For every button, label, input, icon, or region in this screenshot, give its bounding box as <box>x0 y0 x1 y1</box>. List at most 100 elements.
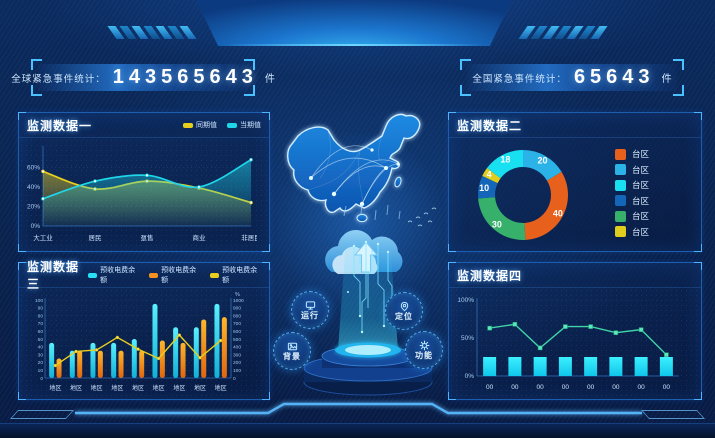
footer-ornament-left <box>9 410 75 419</box>
svg-text:20%: 20% <box>27 204 40 211</box>
footer-tech-line <box>75 402 642 415</box>
svg-text:30: 30 <box>492 220 502 230</box>
legend-label: 预收电费余额 <box>161 267 197 284</box>
gear-icon <box>419 340 429 351</box>
svg-text:地区: 地区 <box>194 384 206 392</box>
legend-label: 台区 <box>632 211 650 222</box>
svg-text:400: 400 <box>233 345 241 351</box>
svg-text:60: 60 <box>38 329 44 335</box>
svg-text:80: 80 <box>38 313 44 319</box>
legend-label: 台区 <box>632 164 650 175</box>
national-emergency-counter: 全国紧急事件统计： 65643 件 <box>460 59 684 96</box>
donut-chart: 20 40 30 10 4 18 <box>478 150 568 240</box>
global-emergency-counter: 全球紧急事件统计： 143565643 件 <box>11 59 275 96</box>
bird-flock <box>407 207 437 227</box>
svg-text:300: 300 <box>233 352 241 358</box>
legend-item: 当期值 <box>227 120 261 130</box>
svg-text:18: 18 <box>500 155 510 165</box>
svg-text:20: 20 <box>537 156 547 166</box>
svg-text:00: 00 <box>663 384 671 391</box>
legend-label: 台区 <box>632 226 650 237</box>
line-chart-container: 0% 50% 100% 00 00 00 00 00 00 00 00 <box>449 288 701 399</box>
area-chart-container: 0% 20% 40% 60% 大工业 居民 趸售 商业 非居民 <box>19 138 269 251</box>
svg-text:地区: 地区 <box>70 384 82 392</box>
svg-text:00: 00 <box>612 384 620 391</box>
panel-title: 监测数据三 <box>27 260 80 291</box>
svg-text:200: 200 <box>233 360 241 366</box>
svg-text:00: 00 <box>486 384 494 391</box>
svg-text:趸售: 趸售 <box>141 233 154 242</box>
fn-label: 运行 <box>301 311 319 320</box>
legend-item: 台区 <box>615 226 649 238</box>
connection-arcs <box>310 145 399 205</box>
fn-label: 背景 <box>283 352 301 361</box>
svg-text:70: 70 <box>38 321 44 327</box>
svg-text:600: 600 <box>233 329 241 335</box>
svg-text:大工业: 大工业 <box>33 233 53 242</box>
panel-title: 监测数据二 <box>457 118 523 133</box>
svg-text:地区: 地区 <box>173 384 185 392</box>
svg-text:00: 00 <box>562 384 570 391</box>
function-button[interactable]: 功能 <box>405 331 443 369</box>
footer-ornament-right <box>640 410 706 419</box>
svg-text:10: 10 <box>479 183 489 193</box>
svg-text:地区: 地区 <box>91 384 103 392</box>
data-streaks <box>343 203 437 227</box>
legend-swatch <box>148 272 159 278</box>
footer-band <box>0 423 715 438</box>
legend-swatch <box>615 148 626 160</box>
svg-text:50: 50 <box>38 337 44 343</box>
monitor-icon <box>305 301 315 310</box>
panel-monitor-data-1: 监测数据一 同期值 当期值 0% 20% 40% 60% 大工业 居民 趸售 商业 非居民 <box>18 112 270 252</box>
svg-text:地区: 地区 <box>215 384 227 392</box>
panel-title: 监测数据四 <box>457 268 523 283</box>
circuit-lines <box>353 242 393 332</box>
china-map <box>287 113 421 223</box>
background-button[interactable]: 背景 <box>273 332 311 370</box>
svg-text:00: 00 <box>537 384 545 391</box>
svg-text:4: 4 <box>487 170 492 180</box>
panel-monitor-data-2: 监测数据二 20 40 30 10 4 18 台区 台区 台区 台区 台区 台区 <box>448 112 702 252</box>
run-button[interactable]: 运行 <box>291 291 329 329</box>
svg-text:60%: 60% <box>27 165 40 172</box>
svg-text:100: 100 <box>35 298 43 304</box>
legend-item: 预收电费余额 <box>87 265 139 285</box>
svg-text:20: 20 <box>38 360 44 366</box>
bar-line-chart: 0102030405060708090100010020030040050060… <box>35 292 244 392</box>
locate-button[interactable]: 定位 <box>385 292 423 330</box>
map-nodes <box>309 148 400 207</box>
svg-text:地区: 地区 <box>49 384 61 392</box>
fn-label: 定位 <box>395 312 413 321</box>
counter-label: 全球紧急事件统计： <box>11 73 106 85</box>
svg-text:00: 00 <box>587 384 595 391</box>
svg-text:100: 100 <box>233 368 241 374</box>
legend-label: 台区 <box>632 180 650 191</box>
svg-text:0: 0 <box>40 376 43 382</box>
header-stripes-left <box>107 26 197 39</box>
legend-swatch <box>615 210 626 222</box>
header-banner <box>196 0 512 46</box>
legend-swatch <box>227 122 237 128</box>
svg-text:10: 10 <box>38 368 44 374</box>
svg-text:500: 500 <box>233 337 241 343</box>
panel-monitor-data-4: 监测数据四 0% 50% 100% 00 00 00 00 00 00 00 00 <box>448 262 702 400</box>
svg-text:0%: 0% <box>465 373 475 380</box>
legend-swatch <box>615 179 626 191</box>
svg-text:90: 90 <box>38 306 44 312</box>
svg-text:700: 700 <box>233 321 241 327</box>
counter-label: 全国紧急事件统计： <box>472 73 567 85</box>
hologram-pedestal <box>303 240 433 396</box>
svg-text:800: 800 <box>233 313 241 319</box>
legend-swatch <box>87 272 98 278</box>
svg-text:30: 30 <box>38 352 44 358</box>
svg-text:50%: 50% <box>461 335 474 342</box>
legend-item: 同期值 <box>183 120 217 130</box>
counter-unit: 件 <box>264 74 275 85</box>
svg-text:地区: 地区 <box>111 384 123 392</box>
legend-item: 台区 <box>615 179 649 191</box>
bar-chart-legend: 预收电费余额 预收电费余额 预收电费余额 <box>87 265 261 285</box>
legend-item: 台区 <box>615 164 649 176</box>
legend-label: 当期值 <box>240 122 261 129</box>
line-chart: 0% 50% 100% 00 00 00 00 00 00 00 00 <box>457 297 679 391</box>
counter-value: 65643 <box>573 66 655 88</box>
